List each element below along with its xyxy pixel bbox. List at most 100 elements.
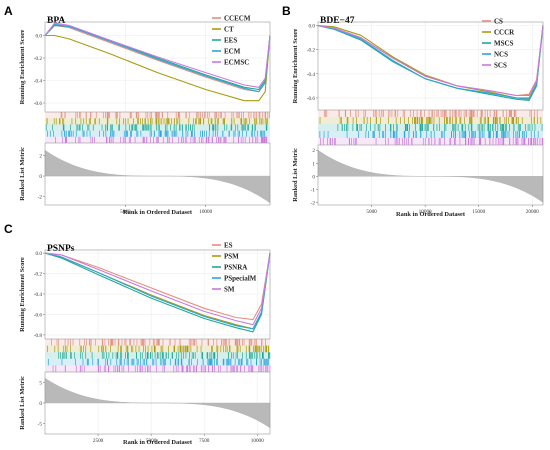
- legend-label: NCS: [494, 51, 508, 59]
- metric-tick-label: 0: [39, 174, 42, 180]
- metric-tick-label: 0: [312, 174, 315, 180]
- y-tick-label: -0.2: [34, 272, 43, 278]
- es-line-pspecialm: [44, 252, 271, 330]
- legend: CS CCCR MSCS NCS SCS: [482, 18, 515, 70]
- legend: ES PSM PSNRA PSpecialM SM: [212, 242, 257, 294]
- hit-track-bg: [45, 130, 270, 137]
- y-tick-label: -0.4: [307, 72, 316, 78]
- hit-track-mscs: [337, 124, 543, 131]
- legend-label: PSNRA: [224, 264, 247, 272]
- hit-track-bg: [318, 124, 543, 131]
- hit-track-ecmsc: [55, 136, 267, 143]
- ranked-metric-area: [317, 149, 544, 203]
- legend-label: SCS: [494, 62, 507, 70]
- y-axis-label-top: Running Enrichment Score: [19, 257, 26, 332]
- legend-label: EES: [224, 37, 237, 45]
- metric-tick-label: -2: [311, 200, 316, 206]
- es-plot-frame: [44, 21, 271, 113]
- hit-track-psnra: [58, 352, 271, 359]
- hit-track-bg: [45, 358, 270, 366]
- hit-track-cccr: [319, 117, 542, 124]
- panel-title: BDE−47: [320, 16, 355, 26]
- legend-label: MSCS: [494, 40, 514, 48]
- x-tick-label: 7500: [199, 438, 210, 444]
- gsea-panel-bpa: BPA 0.0 -0.2 -0.4 -0.6 2 0 -2 5000 10000 Running E…: [19, 15, 271, 216]
- es-line-mscs: [317, 25, 544, 101]
- legend-label: PSM: [224, 253, 239, 261]
- hit-track-bg: [45, 118, 270, 125]
- legend-label: SM: [224, 286, 235, 294]
- hit-track-psm: [47, 345, 269, 353]
- y-tick-label: 0.0: [36, 34, 43, 40]
- hit-track-bg: [45, 365, 270, 372]
- y-axis-label-bottom: Ranked List Metric: [292, 148, 299, 202]
- es-line-es: [44, 252, 271, 321]
- panel-letter-b: B: [282, 4, 291, 18]
- ranked-metric-area: [44, 149, 271, 204]
- hit-track-bg: [318, 138, 543, 145]
- y-tick-label: -0.2: [34, 56, 43, 62]
- y-tick-label: -0.2: [307, 48, 316, 54]
- hit-track-ccecm: [60, 112, 270, 119]
- hit-track-es: [51, 339, 266, 346]
- x-tick-label: 10000: [199, 209, 212, 215]
- y-axis-label-bottom: Ranked List Metric: [19, 147, 26, 201]
- metric-tick-label: 1: [312, 161, 315, 167]
- y-tick-label: -0.4: [34, 79, 43, 85]
- x-tick-label: 5000: [366, 209, 377, 215]
- panel-title: BPA: [47, 16, 65, 26]
- gsea-panel-bde47: BDE−47 0.0 -0.2 -0.4 -0.6 2 1 0 -1 -2 5000 10000 150…: [292, 16, 544, 218]
- x-tick-label: 15000: [472, 209, 485, 215]
- panel-title: PSNPs: [47, 244, 75, 254]
- es-line-ecmsc: [44, 22, 271, 88]
- legend-label: CCCR: [494, 29, 515, 37]
- x-axis-label: Rank in Ordered Dataset: [123, 209, 193, 216]
- hit-track-scs: [320, 138, 544, 145]
- x-axis-label: Rank in Ordered Dataset: [396, 211, 466, 218]
- y-axis-label-top: Running Enrichment Score: [292, 28, 299, 103]
- y-tick-label: 0.0: [309, 24, 316, 30]
- metric-tick-label: 0: [39, 401, 42, 407]
- panel-letter-c: C: [4, 222, 13, 236]
- y-tick-label: -0.8: [34, 333, 43, 339]
- x-tick-label: 10000: [251, 438, 264, 444]
- y-axis-label-bottom: Ranked List Metric: [19, 376, 26, 430]
- y-tick-label: -0.6: [307, 96, 316, 102]
- metric-plot-frame: [44, 142, 271, 206]
- metric-tick-label: 2: [39, 153, 42, 159]
- es-line-ct: [45, 34, 271, 102]
- hit-track-bg: [318, 131, 543, 138]
- ranked-metric-area: [44, 377, 271, 429]
- hit-track-bg: [45, 124, 270, 131]
- legend-label: CCECM: [224, 15, 251, 23]
- x-tick-label: 10000: [419, 209, 432, 215]
- es-line-ncs: [317, 25, 544, 100]
- es-plot-frame: [317, 21, 544, 111]
- es-line-scs: [317, 25, 544, 97]
- x-axis-label: Rank in Ordered Dataset: [123, 439, 193, 446]
- legend-label: PSpecialM: [224, 275, 257, 283]
- hit-track-cs: [324, 110, 538, 117]
- hit-track-ees: [45, 124, 268, 131]
- legend-label: ES: [224, 242, 233, 250]
- hit-track-sm: [52, 365, 271, 372]
- x-tick-label: 5000: [146, 438, 157, 444]
- es-line-sm: [44, 252, 271, 326]
- hit-track-ecm: [47, 130, 266, 137]
- y-axis-label-top: Running Enrichment Score: [19, 29, 26, 104]
- panel-letter-a: A: [4, 4, 13, 18]
- es-line-ecm: [44, 23, 271, 93]
- metric-tick-label: -5: [38, 422, 43, 428]
- x-tick-label: 20000: [526, 209, 539, 215]
- es-line-psnra: [44, 252, 271, 333]
- gsea-panel-psnps: PSNPs 0.0 -0.2 -0.4 -0.6 -0.8 5 0 -5 2500 5000 7500…: [19, 242, 271, 446]
- x-tick-label: 5000: [120, 209, 131, 215]
- metric-plot-frame: [317, 144, 544, 206]
- y-tick-label: -0.4: [34, 292, 43, 298]
- metric-tick-label: -1: [311, 187, 316, 193]
- legend-label: ECMSC: [224, 59, 249, 67]
- legend-label: ECM: [224, 48, 241, 56]
- hit-track-bg: [45, 339, 270, 346]
- y-tick-label: -0.6: [34, 312, 43, 318]
